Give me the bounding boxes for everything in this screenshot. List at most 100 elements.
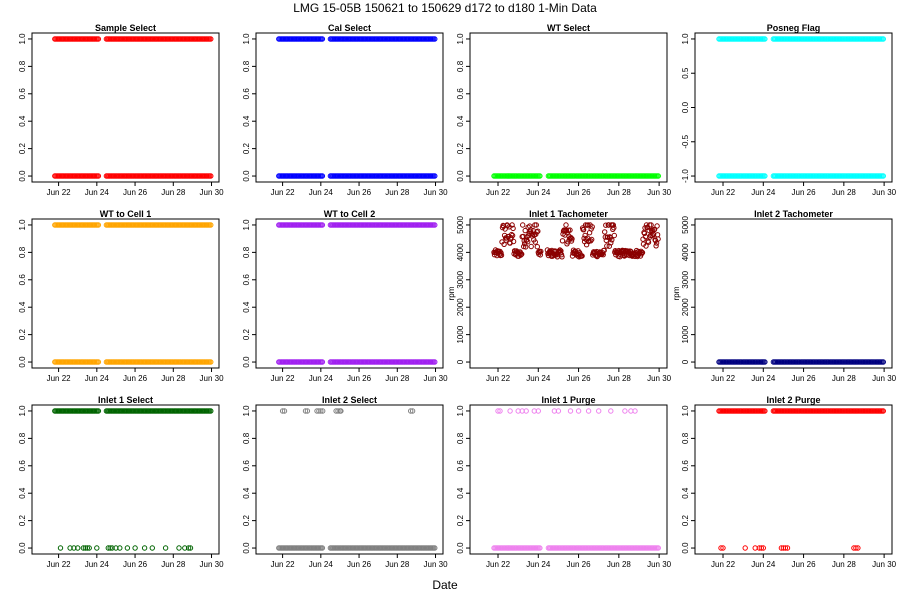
panel-wt-to-cell-2: WT to Cell 2 Jun 22 Jun 24 Jun 26 Jun 28 Jun … (242, 209, 448, 383)
plot-frame (469, 404, 668, 555)
y-tick-label: 0.2 (18, 515, 27, 527)
x-tick-label: Jun 24 (526, 188, 551, 197)
data-series (716, 408, 886, 551)
y-tick-label: 0.8 (681, 432, 690, 444)
x-tick-label: Jun 24 (751, 188, 776, 197)
y-tick-label: 1.0 (18, 33, 27, 45)
x-tick-label: Jun 24 (309, 374, 334, 383)
y-tick-label: 1000 (681, 325, 690, 343)
data-point (532, 239, 538, 245)
data-point (528, 243, 534, 250)
data-point (124, 545, 131, 551)
data-point (533, 222, 539, 228)
data-point (643, 243, 649, 249)
data-point (611, 225, 617, 231)
data-point (641, 230, 648, 237)
data-point (187, 545, 194, 551)
data-point (880, 359, 886, 365)
data-point (71, 545, 77, 551)
data-point (281, 408, 288, 414)
y-tick-label: 1.0 (18, 405, 27, 417)
data-point (718, 545, 724, 551)
data-point (645, 239, 652, 245)
y-axis-label: rpm (447, 286, 456, 300)
y-tick-label: 0.4 (681, 487, 690, 499)
data-point (162, 545, 169, 551)
data-series (491, 408, 661, 551)
data-point (655, 236, 661, 242)
y-tick-label: 0.8 (18, 60, 27, 72)
x-tick-label: Jun 22 (47, 374, 72, 383)
y-tick-label: 0.6 (18, 88, 27, 100)
data-series (716, 359, 886, 365)
data-point (534, 229, 540, 235)
data-point (510, 238, 517, 245)
x-tick-label: Jun 30 (647, 374, 672, 383)
data-point (575, 408, 582, 414)
x-tick-label: Jun 28 (832, 188, 857, 197)
data-point (82, 545, 89, 551)
x-tick-label: Jun 24 (85, 560, 110, 569)
x-tick-label: Jun 24 (526, 374, 551, 383)
data-point (655, 173, 661, 179)
data-point (525, 239, 531, 245)
x-tick-label: Jun 30 (872, 560, 897, 569)
y-tick-label: 0.8 (18, 246, 27, 258)
data-point (585, 408, 592, 414)
y-tick-label: 0.6 (681, 460, 690, 472)
data-point (141, 545, 148, 551)
x-tick-label: Jun 26 (567, 374, 592, 383)
panel-sample-select: Sample Select Jun 22 Jun 24 Jun 26 Jun 28 Jun… (18, 23, 224, 197)
panel-title: Inlet 1 Tachometer (529, 209, 608, 219)
y-tick-label: 1.0 (456, 33, 465, 45)
data-point (569, 236, 575, 242)
y-tick-label: 0.8 (456, 432, 465, 444)
y-tick-label: 0.2 (456, 143, 465, 155)
data-point (638, 248, 644, 255)
y-tick-label: 0.8 (242, 60, 251, 72)
data-point (94, 545, 100, 551)
data-point (182, 545, 188, 551)
data-point (208, 359, 214, 365)
data-point (522, 227, 528, 234)
y-tick-label: 0.6 (18, 460, 27, 472)
data-point (563, 222, 569, 228)
x-tick-label: Jun 30 (424, 188, 449, 197)
plot-frame (694, 404, 893, 555)
panel-title: WT to Cell 1 (100, 209, 152, 219)
data-point (610, 222, 616, 228)
data-point (559, 254, 565, 260)
data-point (535, 228, 541, 234)
data-point (509, 222, 515, 228)
data-series (491, 173, 661, 179)
figure-title: LMG 15-05B 150621 to 150629 d172 to d180… (293, 1, 597, 15)
data-point (563, 227, 570, 233)
y-tick-label: 1.0 (456, 405, 465, 417)
x-tick-label: Jun 28 (832, 374, 857, 383)
x-tick-label: Jun 24 (751, 374, 776, 383)
data-point (338, 408, 344, 414)
y-tick-label: 0.0 (242, 170, 251, 182)
y-tick-label: 3000 (456, 270, 465, 288)
y-tick-label: 0.4 (18, 301, 27, 313)
y-tick-label: 0.2 (242, 329, 251, 341)
y-tick-label: 5000 (456, 216, 465, 234)
x-tick-label: Jun 28 (161, 374, 186, 383)
panel-title: Inlet 2 Tachometer (754, 209, 833, 219)
y-tick-label: 3000 (681, 270, 690, 288)
panel-inlet-2-tachometer: Inlet 2 Tachometer Jun 22 Jun 24 Jun 26 Jun … (672, 209, 897, 383)
data-point (508, 231, 515, 238)
data-point (519, 251, 525, 257)
data-point (432, 222, 438, 228)
data-point (603, 222, 609, 228)
x-tick-label: Jun 22 (271, 374, 296, 383)
y-tick-label: 1.0 (681, 33, 690, 45)
panel-title: Sample Select (95, 23, 156, 33)
y-tick-label: 0.2 (681, 515, 690, 527)
x-tick-label: Jun 24 (85, 374, 110, 383)
x-tick-label: Jun 22 (486, 560, 511, 569)
x-tick-label: Jun 22 (271, 560, 296, 569)
y-tick-label: 0.8 (18, 432, 27, 444)
data-point (320, 408, 326, 414)
x-axis-label: Date (432, 578, 458, 592)
